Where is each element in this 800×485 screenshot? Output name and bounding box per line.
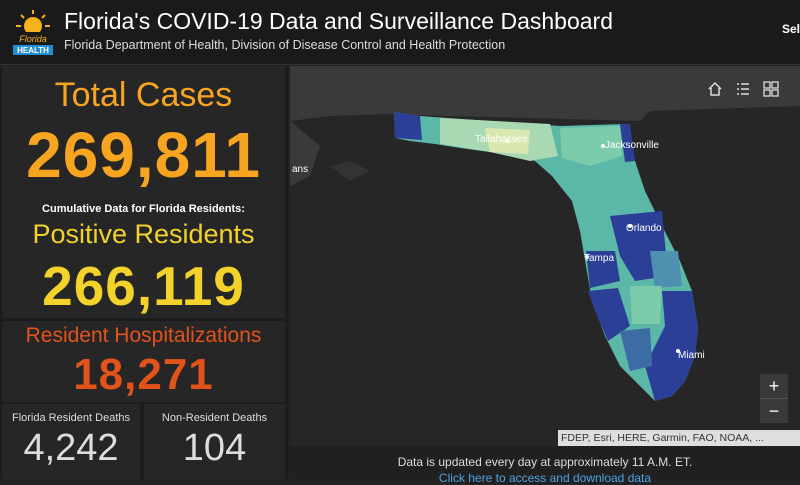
resident-deaths-value: 4,242 [23, 427, 119, 469]
map-attribution[interactable]: FDEP, Esri, HERE, Garmin, FAO, NOAA, ... [558, 430, 800, 446]
total-cases-value: 269,811 [26, 119, 261, 191]
basemap-icon[interactable] [758, 76, 784, 102]
svg-text:HEALTH: HEALTH [17, 46, 49, 55]
hospitalizations-value: 18,271 [73, 350, 214, 399]
city-label-orlando: Orlando [626, 223, 662, 234]
hospitalizations-label: Resident Hospitalizations [25, 324, 262, 347]
total-cases-card: Total Cases 269,811 Cumulative Data for … [2, 66, 285, 216]
resident-deaths-card: Florida Resident Deaths 4,242 [2, 404, 140, 479]
total-cases-label: Total Cases [54, 76, 233, 114]
positive-residents-label: Positive Residents [32, 219, 255, 249]
city-label-jacksonville: Jacksonville [605, 140, 659, 151]
hospitalizations-card: Resident Hospitalizations 18,271 [2, 321, 285, 402]
dashboard-header: Florida HEALTH Florida's COVID-19 Data a… [0, 0, 800, 65]
city-label-miami: Miami [678, 350, 705, 361]
update-note: Data is updated every day at approximate… [397, 455, 693, 469]
legend-icon[interactable] [730, 76, 756, 102]
positive-residents-card: Positive Residents 266,119 [2, 216, 285, 318]
positive-residents-value: 266,119 [42, 255, 245, 317]
florida-health-logo: Florida HEALTH [12, 8, 54, 56]
city-label-tallahassee: Tallahassee [475, 134, 528, 145]
svg-text:Florida: Florida [19, 34, 47, 44]
cumulative-note: Cumulative Data for Florida Residents: [42, 203, 245, 215]
map-footer: Data is updated every day at approximate… [290, 446, 800, 485]
resident-deaths-label: Florida Resident Deaths [11, 412, 130, 424]
zoom-out-button[interactable]: − [768, 401, 780, 421]
nonresident-deaths-label: Non-Resident Deaths [161, 412, 268, 424]
dashboard-title: Florida's COVID-19 Data and Surveillance… [64, 8, 613, 34]
county-map[interactable]: Tallahassee Jacksonville Orlando Tampa M… [290, 66, 800, 446]
zoom-in-button[interactable]: + [768, 376, 780, 396]
florida-map-graphic[interactable]: Tallahassee Jacksonville Orlando Tampa M… [290, 66, 800, 446]
nonresident-deaths-value: 104 [182, 427, 247, 469]
dashboard-subtitle: Florida Department of Health, Division o… [64, 38, 506, 52]
zoom-control: + − [760, 374, 788, 423]
home-icon[interactable] [702, 76, 728, 102]
select-menu[interactable]: Sel [782, 22, 800, 36]
nonresident-deaths-card: Non-Resident Deaths 104 [144, 404, 285, 479]
city-label-tampa: Tampa [584, 253, 614, 264]
download-data-link[interactable]: Click here to access and download data [438, 471, 652, 485]
stats-panel: Total Cases 269,811 Cumulative Data for … [0, 66, 288, 479]
city-label-offmap: ans [292, 164, 308, 175]
